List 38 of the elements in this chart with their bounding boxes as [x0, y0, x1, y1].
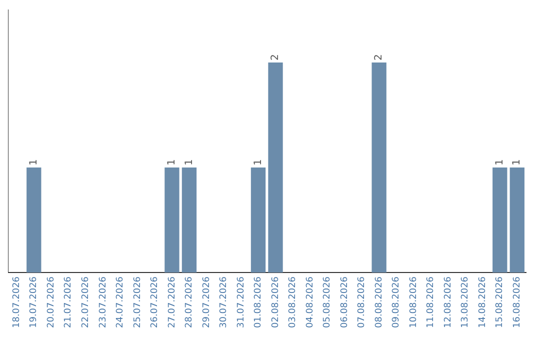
data-label: 1	[494, 159, 506, 166]
x-tick-label: 19.07.2026	[29, 276, 40, 328]
x-tick-label: 10.08.2026	[408, 276, 419, 328]
x-tick-label: 13.08.2026	[460, 276, 471, 328]
x-tick-label: 11.08.2026	[426, 276, 436, 328]
x-tick-label: 04.08.2026	[305, 276, 316, 328]
x-tick-label: 14.08.2026	[478, 276, 488, 328]
x-tick-label: 25.07.2026	[132, 276, 143, 328]
x-tick-label: 05.08.2026	[322, 276, 333, 328]
x-tick-label: 23.07.2026	[98, 276, 108, 328]
x-tick-label: 27.07.2026	[167, 276, 178, 328]
x-tick-label: 22.07.2026	[81, 276, 92, 328]
x-tick-label: 15.08.2026	[495, 276, 506, 328]
x-tick-label: 08.08.2026	[374, 276, 384, 328]
data-label: 1	[184, 159, 195, 166]
data-label: 1	[28, 159, 40, 166]
x-tick-label: 21.07.2026	[64, 276, 74, 328]
x-tick-label: 24.07.2026	[116, 276, 126, 328]
x-tick-label: 16.08.2026	[512, 276, 522, 328]
data-label: 1	[166, 159, 178, 166]
x-tick-label: 09.08.2026	[392, 276, 402, 328]
x-tick-label: 06.08.2026	[340, 276, 350, 328]
x-tick-label: 18.07.2026	[12, 276, 22, 328]
data-label: 1	[252, 159, 264, 166]
x-tick-label: 07.08.2026	[357, 276, 368, 328]
x-tick-label: 26.07.2026	[150, 276, 160, 328]
x-tick-label: 02.08.2026	[270, 276, 281, 328]
x-tick-label: 01.08.2026	[254, 276, 264, 328]
x-tick-label: 30.07.2026	[219, 276, 230, 328]
x-tick-label: 20.07.2026	[46, 276, 56, 328]
x-tick-label: 12.08.2026	[443, 276, 454, 328]
data-label: 2	[270, 54, 282, 60]
data-label: 1	[512, 159, 523, 166]
x-tick-label: 29.07.2026	[202, 276, 212, 328]
x-tick-label: 31.07.2026	[236, 276, 246, 328]
x-tick-label: 28.07.2026	[184, 276, 195, 328]
x-tick-label: 03.08.2026	[288, 276, 298, 328]
data-label: 2	[374, 54, 385, 60]
